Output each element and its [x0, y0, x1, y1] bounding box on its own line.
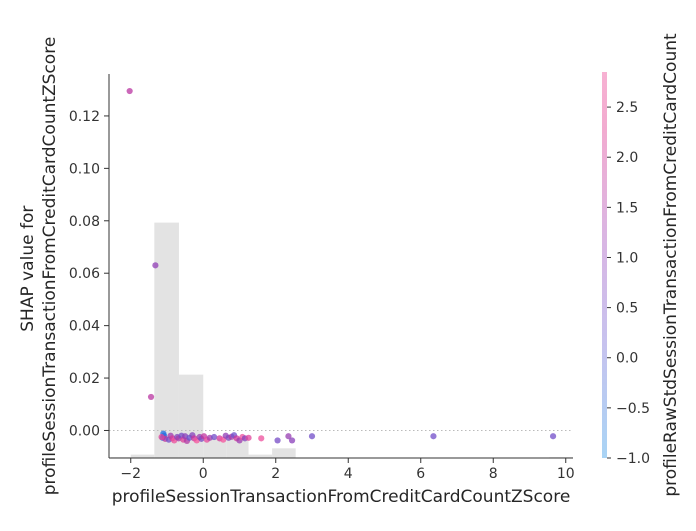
y-tick-label: 0.02 — [69, 371, 100, 387]
y-axis-label: SHAP value for profileSessionTransaction… — [18, 37, 60, 496]
histogram-bar-1 — [130, 454, 155, 458]
x-tick-label: 8 — [489, 466, 498, 482]
histogram-bar-4 — [203, 438, 227, 458]
x-axis-label: profileSessionTransactionFromCreditCardC… — [112, 487, 571, 507]
x-tick-label: −2 — [120, 466, 141, 482]
colorbar-tick-label: 1.0 — [616, 250, 638, 266]
y-tick-label: 0.10 — [69, 161, 100, 177]
x-ticks: −2 0 2 4 6 8 10 — [120, 458, 575, 482]
data-point-27 — [211, 433, 218, 441]
colorbar-tick-label: 2.5 — [616, 100, 638, 116]
scatter-points-layer — [126, 87, 557, 445]
colorbar-tick-label: 2.0 — [616, 150, 638, 166]
data-point-0 — [126, 87, 133, 95]
colorbar-tick-label: 0.5 — [616, 301, 638, 317]
data-point-44 — [430, 433, 437, 440]
y-tick-label: 0.08 — [69, 214, 100, 230]
histogram-bar-3 — [178, 374, 204, 458]
data-point-43 — [308, 433, 316, 440]
colorbar-tick-label: −0.5 — [616, 401, 650, 417]
colorbar-label: profileRawStdSessionTransactionFromCredi… — [661, 33, 681, 497]
x-tick-label: 0 — [199, 466, 208, 482]
x-tick-label: 6 — [416, 466, 425, 482]
y-tick-label: 0.04 — [69, 319, 100, 335]
y-tick-label: 0.06 — [69, 266, 100, 282]
colorbar-tick-label: 1.5 — [616, 200, 638, 216]
y-axis-label-line-2: profileSessionTransactionFromCreditCardC… — [40, 37, 60, 496]
histogram-bar-6 — [248, 454, 273, 458]
data-point-2 — [147, 393, 155, 401]
colorbar-tick-label: −1.0 — [616, 451, 650, 467]
data-point-39 — [258, 435, 265, 442]
y-tick-label: 0.00 — [69, 423, 100, 439]
colorbar-tick-label: 0.0 — [616, 351, 638, 367]
histogram-bar-7 — [272, 448, 296, 458]
data-point-45 — [549, 433, 557, 440]
histogram-bar-5 — [226, 438, 249, 458]
y-ticks: 0.00 0.02 0.04 0.06 0.08 0.10 0.12 — [69, 109, 109, 439]
data-point-1 — [152, 262, 159, 269]
colorbar-ticks: −1.0 −0.5 0.0 0.5 1.0 1.5 2.0 2.5 — [607, 100, 650, 467]
data-point-41 — [285, 433, 292, 440]
x-tick-label: 10 — [557, 466, 575, 482]
axes-layer — [108, 74, 573, 459]
x-tick-label: 2 — [271, 466, 280, 482]
data-point-42 — [288, 437, 296, 444]
data-point-7 — [158, 433, 165, 441]
y-axis-label-line-1: SHAP value for — [18, 206, 38, 332]
histogram-layer — [110, 222, 573, 458]
data-point-38 — [245, 434, 252, 441]
histogram-bar-2 — [154, 222, 179, 458]
colorbar — [602, 72, 607, 458]
x-tick-label: 4 — [344, 466, 353, 482]
data-point-40 — [274, 437, 281, 444]
y-tick-label: 0.12 — [69, 109, 100, 125]
